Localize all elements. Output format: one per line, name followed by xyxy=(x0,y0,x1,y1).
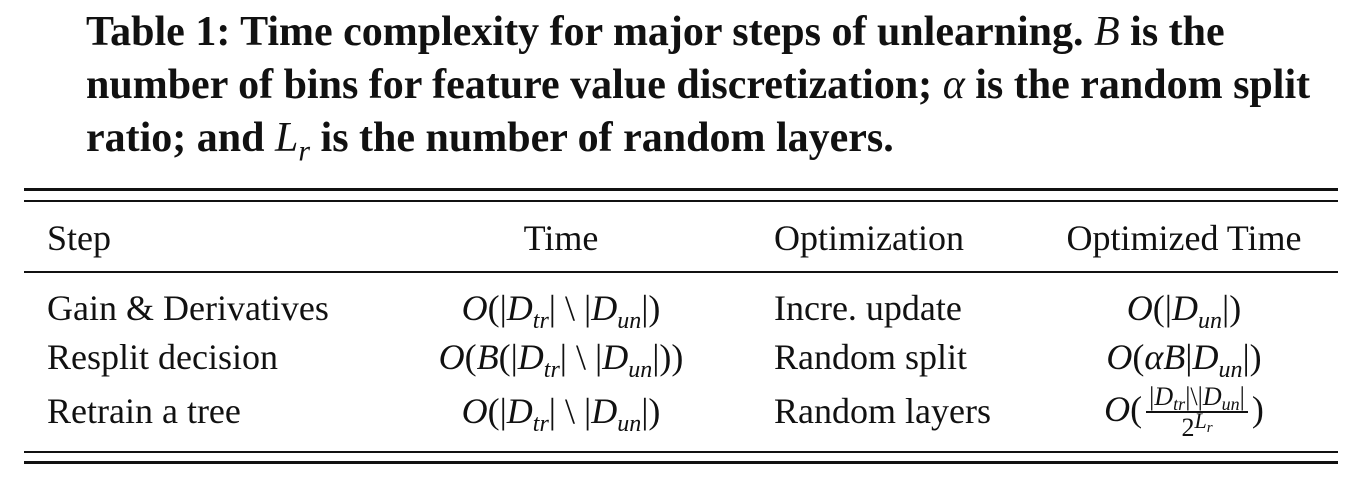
row-1-time: O(|Dtr| \ |Dun|) xyxy=(461,288,661,334)
row-2-optimized-time: O(αB|Dun|) xyxy=(1106,337,1262,383)
caption-text: Time complexity for major steps of unlea… xyxy=(230,9,1095,55)
header-optimization: Optimization xyxy=(774,218,964,258)
row-2-step: Resplit decision xyxy=(47,337,278,377)
row-3-optimized-time: O(|Dtr|\|Dun| 2Lr) xyxy=(1104,381,1264,443)
header-optimized-time: Optimized Time xyxy=(1066,218,1302,258)
row-1-optimized-time: O(|Dun|) xyxy=(1126,288,1242,334)
header-time: Time xyxy=(523,218,599,258)
header-rule xyxy=(24,271,1338,273)
row-2-time: O(B(|Dtr| \ |Dun|)) xyxy=(438,337,684,383)
caption-var-alpha: α xyxy=(942,62,965,108)
top-rule-inner xyxy=(24,200,1338,202)
bottom-rule xyxy=(24,461,1338,464)
table-caption: Table 1: Time complexity for major steps… xyxy=(86,6,1326,177)
row-2-optimization: Random split xyxy=(774,337,968,377)
row-1-step: Gain & Derivatives xyxy=(47,288,329,328)
row-3-time: O(|Dtr| \ |Dun|) xyxy=(461,391,661,437)
header-step: Step xyxy=(47,218,112,258)
caption-var-l: Lr xyxy=(275,115,311,168)
top-rule xyxy=(24,188,1338,191)
caption-var-b: B xyxy=(1094,9,1120,55)
row-3-step: Retrain a tree xyxy=(47,391,241,431)
caption-text: is the number of random layers. xyxy=(310,115,894,161)
row-1-optimization: Incre. update xyxy=(774,288,962,328)
row-3-optimization: Random layers xyxy=(774,391,991,431)
fraction: |Dtr|\|Dun| 2Lr xyxy=(1146,382,1248,443)
caption-text: is the number of bins for feature value … xyxy=(86,9,1225,108)
bottom-rule-inner xyxy=(24,451,1338,453)
caption-label: Table 1: xyxy=(86,9,231,55)
caption-text: is the random split ratio; and xyxy=(86,62,1311,161)
